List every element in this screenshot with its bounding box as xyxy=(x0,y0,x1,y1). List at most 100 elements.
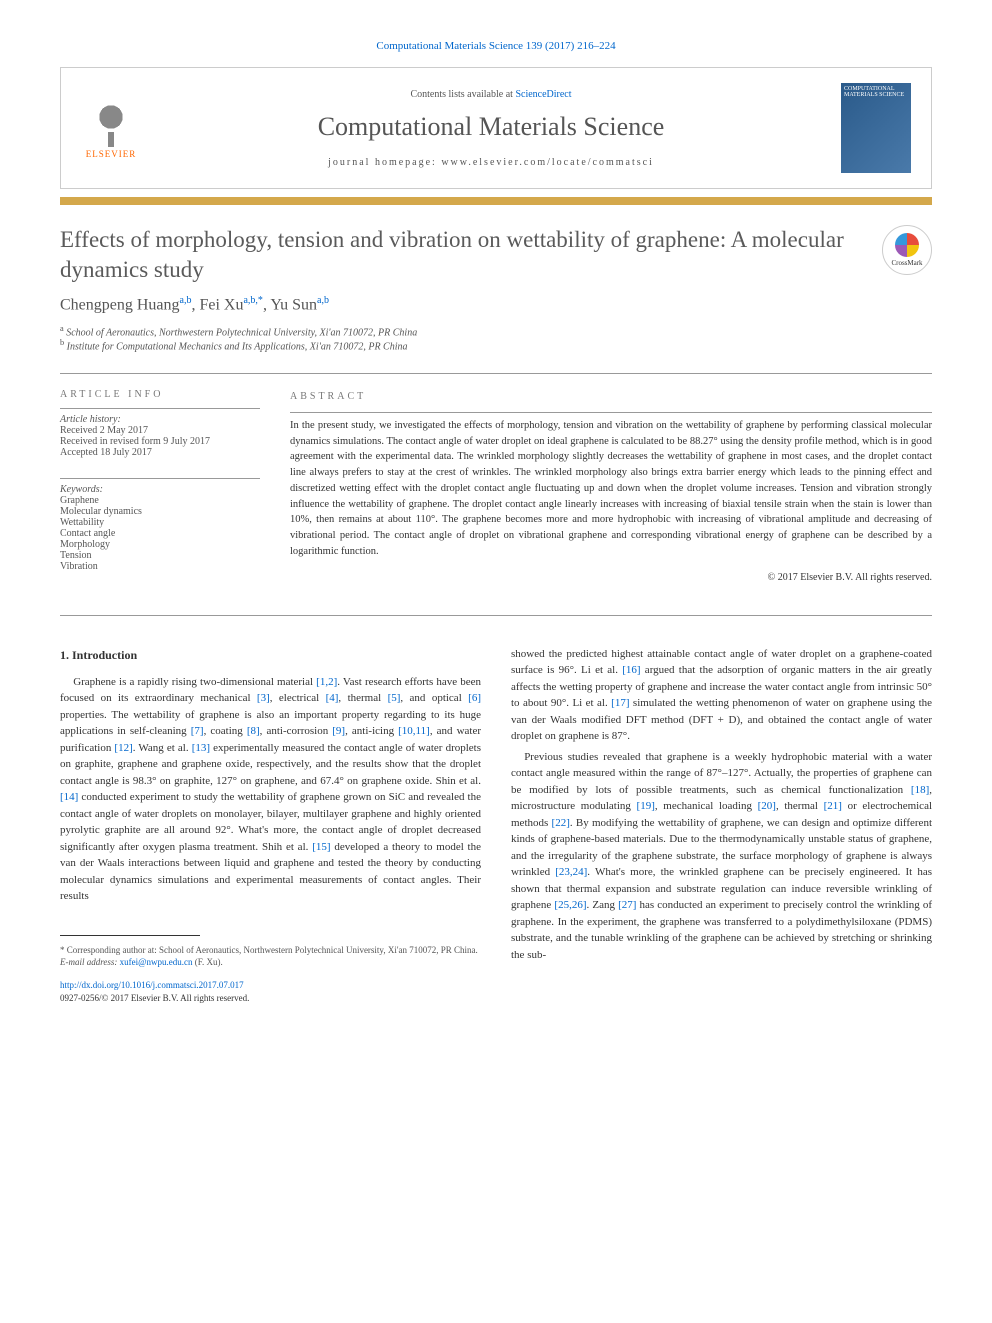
corresponding-author-note: * Corresponding author at: School of Aer… xyxy=(60,944,481,957)
right-paragraph-1: showed the predicted highest attainable … xyxy=(511,646,932,745)
ref-link[interactable]: [8] xyxy=(247,725,260,737)
left-paragraph: Graphene is a rapidly rising two-dimensi… xyxy=(60,674,481,905)
date-revised: Received in revised form 9 July 2017 xyxy=(60,436,260,447)
aff-a-sup: a xyxy=(60,324,64,333)
crossmark-badge[interactable]: CrossMark xyxy=(882,225,932,275)
ref-link[interactable]: [10,11] xyxy=(398,725,430,737)
abstract-heading: abstract xyxy=(290,389,932,404)
date-received: Received 2 May 2017 xyxy=(60,425,260,436)
keywords-label: Keywords: xyxy=(60,484,260,495)
citation-header: Computational Materials Science 139 (201… xyxy=(60,40,932,52)
article-info-heading: article info xyxy=(60,389,260,400)
body-columns: 1. Introduction Graphene is a rapidly ri… xyxy=(60,646,932,1006)
abstract-text: In the present study, we investigated th… xyxy=(290,418,932,560)
cover-label: COMPUTATIONAL MATERIALS SCIENCE xyxy=(844,86,904,98)
section-title: Introduction xyxy=(72,648,137,662)
ref-link[interactable]: [6] xyxy=(468,692,481,704)
separator-top xyxy=(60,373,932,374)
keywords-block: Keywords: Graphene Molecular dynamics We… xyxy=(60,478,260,572)
elsevier-text: ELSEVIER xyxy=(86,149,137,159)
date-accepted: Accepted 18 July 2017 xyxy=(60,447,260,458)
ref-link[interactable]: [12] xyxy=(114,742,132,754)
homepage-url[interactable]: www.elsevier.com/locate/commatsci xyxy=(441,157,654,168)
footnote-separator xyxy=(60,935,200,936)
ref-link[interactable]: [13] xyxy=(192,742,210,754)
article-title: Effects of morphology, tension and vibra… xyxy=(60,225,862,285)
ref-link[interactable]: [3] xyxy=(257,692,270,704)
ref-link[interactable]: [25,26] xyxy=(554,899,586,911)
info-abstract-row: article info Article history: Received 2… xyxy=(60,389,932,585)
email-line: E-mail address: xufei@nwpu.edu.cn (F. Xu… xyxy=(60,956,481,969)
journal-name: Computational Materials Science xyxy=(161,112,821,142)
author-1: Chengpeng Huang xyxy=(60,296,180,313)
elsevier-logo[interactable]: ELSEVIER xyxy=(81,93,141,163)
ref-link[interactable]: [15] xyxy=(312,841,330,853)
ref-link[interactable]: [7] xyxy=(191,725,204,737)
separator-bottom xyxy=(60,615,932,616)
elsevier-tree-icon xyxy=(86,97,136,147)
contents-prefix: Contents lists available at xyxy=(410,89,515,100)
journal-homepage: journal homepage: www.elsevier.com/locat… xyxy=(161,157,821,168)
ref-link[interactable]: [18] xyxy=(911,784,929,796)
right-paragraph-2: Previous studies revealed that graphene … xyxy=(511,749,932,964)
info-sep-2 xyxy=(60,478,260,479)
keyword-7: Vibration xyxy=(60,561,260,572)
email-link[interactable]: xufei@nwpu.edu.cn xyxy=(120,957,193,967)
author-1-aff[interactable]: a,b xyxy=(180,295,192,306)
abstract-block: abstract In the present study, we invest… xyxy=(290,389,932,585)
doi-link[interactable]: http://dx.doi.org/10.1016/j.commatsci.20… xyxy=(60,980,244,990)
aff-b-text: Institute for Computational Mechanics an… xyxy=(67,342,408,353)
email-suffix: (F. Xu). xyxy=(195,957,223,967)
ref-link[interactable]: [9] xyxy=(332,725,345,737)
ref-link[interactable]: [21] xyxy=(824,800,842,812)
authors-line: Chengpeng Huanga,b, Fei Xua,b,*, Yu Suna… xyxy=(60,295,932,314)
author-2: Fei Xu xyxy=(199,296,243,313)
right-column: showed the predicted highest attainable … xyxy=(511,646,932,1006)
crossmark-label: CrossMark xyxy=(891,259,922,267)
ref-link[interactable]: [14] xyxy=(60,791,78,803)
ref-link[interactable]: [23,24] xyxy=(555,866,587,878)
ref-link[interactable]: [17] xyxy=(611,697,629,709)
footnotes: * Corresponding author at: School of Aer… xyxy=(60,944,481,969)
doi-block: http://dx.doi.org/10.1016/j.commatsci.20… xyxy=(60,979,481,1006)
keyword-1: Graphene xyxy=(60,495,260,506)
section-heading: 1. Introduction xyxy=(60,646,481,664)
aff-b-sup: b xyxy=(60,338,64,347)
section-num: 1. xyxy=(60,648,69,662)
ref-link[interactable]: [4] xyxy=(326,692,339,704)
ref-link[interactable]: [27] xyxy=(618,899,636,911)
affiliation-a: a School of Aeronautics, Northwestern Po… xyxy=(60,324,932,338)
author-2-aff[interactable]: a,b,* xyxy=(243,295,262,306)
homepage-prefix: journal homepage: xyxy=(328,157,441,168)
keyword-4: Contact angle xyxy=(60,528,260,539)
info-sep-1 xyxy=(60,408,260,409)
ref-link[interactable]: [16] xyxy=(622,664,640,676)
keyword-5: Morphology xyxy=(60,539,260,550)
abstract-sep xyxy=(290,412,932,413)
banner-center: Contents lists available at ScienceDirec… xyxy=(161,89,821,168)
page-root: Computational Materials Science 139 (201… xyxy=(0,0,992,1046)
aff-a-text: School of Aeronautics, Northwestern Poly… xyxy=(66,327,417,338)
ref-link[interactable]: [5] xyxy=(388,692,401,704)
crossmark-icon xyxy=(895,233,919,257)
email-label: E-mail address: xyxy=(60,957,120,967)
citation-link[interactable]: Computational Materials Science 139 (201… xyxy=(376,40,615,52)
ref-link[interactable]: [22] xyxy=(552,817,570,829)
article-info-block: article info Article history: Received 2… xyxy=(60,389,260,585)
contents-available: Contents lists available at ScienceDirec… xyxy=(161,89,821,100)
ref-link[interactable]: [20] xyxy=(758,800,776,812)
ref-link[interactable]: [19] xyxy=(637,800,655,812)
ref-link[interactable]: [1,2] xyxy=(316,676,337,688)
keyword-6: Tension xyxy=(60,550,260,561)
author-3-aff[interactable]: a,b xyxy=(317,295,329,306)
gold-divider xyxy=(60,197,932,205)
keyword-2: Molecular dynamics xyxy=(60,506,260,517)
left-column: 1. Introduction Graphene is a rapidly ri… xyxy=(60,646,481,1006)
sciencedirect-link[interactable]: ScienceDirect xyxy=(515,89,571,100)
abstract-copyright: © 2017 Elsevier B.V. All rights reserved… xyxy=(290,570,932,585)
author-3: Yu Sun xyxy=(270,296,317,313)
journal-banner: ELSEVIER Contents lists available at Sci… xyxy=(60,67,932,189)
journal-cover-thumbnail[interactable]: COMPUTATIONAL MATERIALS SCIENCE xyxy=(841,83,911,173)
title-row: Effects of morphology, tension and vibra… xyxy=(60,225,932,285)
keyword-3: Wettability xyxy=(60,517,260,528)
